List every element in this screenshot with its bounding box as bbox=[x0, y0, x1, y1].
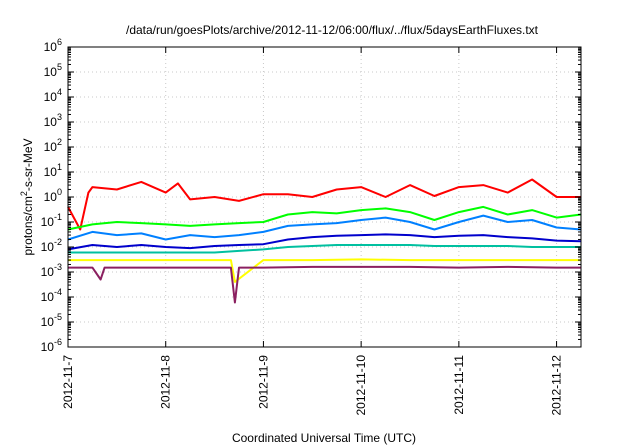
x-tick-label: 2012-11-10 bbox=[354, 355, 368, 416]
y-tick-label: 10-3 bbox=[41, 262, 62, 279]
y-axis-label: protons/cm2-s-sr-MeV bbox=[19, 138, 35, 255]
y-tick-labels: 10-6 10-5 10-4 10-3 10-2 10-1 100 101 102 103 104 1… bbox=[41, 37, 62, 354]
x-tick-labels: 2012-11-7 2012-11-8 2012-11-9 2012-11-10 201… bbox=[61, 355, 564, 416]
y-tick-label: 105 bbox=[44, 62, 62, 79]
series-line-7 bbox=[68, 265, 581, 304]
y-tick-label: 10-1 bbox=[41, 212, 62, 229]
x-tick-label: 2012-11-7 bbox=[61, 355, 75, 409]
y-tick-label: 106 bbox=[44, 37, 62, 54]
y-tick-label: 102 bbox=[44, 137, 62, 154]
y-tick-label: 10-4 bbox=[41, 287, 62, 304]
x-tick-label: 2012-11-11 bbox=[452, 355, 466, 415]
y-tick-label: 103 bbox=[44, 112, 62, 129]
series-line-6 bbox=[68, 258, 581, 283]
x-tick-label: 2012-11-9 bbox=[256, 355, 270, 409]
series-line-1 bbox=[67, 178, 581, 231]
x-tick-label: 2012-11-12 bbox=[550, 355, 564, 416]
y-tick-label: 10-6 bbox=[41, 337, 62, 354]
series-line-3 bbox=[67, 214, 582, 241]
y-tick-label: 104 bbox=[44, 87, 62, 104]
y-tick-label: 10-2 bbox=[41, 237, 62, 254]
y-tick-label: 100 bbox=[44, 187, 62, 204]
chart-title: /data/run/goesPlots/archive/2012-11-12/0… bbox=[126, 23, 539, 37]
y-tick-label: 10-5 bbox=[41, 312, 62, 329]
series-line-4 bbox=[67, 233, 582, 251]
y-tick-label: 101 bbox=[44, 162, 62, 179]
series-group bbox=[67, 178, 582, 304]
series-line-5 bbox=[68, 244, 581, 254]
series-line-2 bbox=[67, 205, 582, 231]
tick-marks bbox=[67, 46, 581, 348]
x-tick-label: 2012-11-8 bbox=[159, 355, 173, 409]
grid-lines bbox=[68, 47, 581, 347]
x-axis-label: Coordinated Universal Time (UTC) bbox=[232, 431, 416, 445]
